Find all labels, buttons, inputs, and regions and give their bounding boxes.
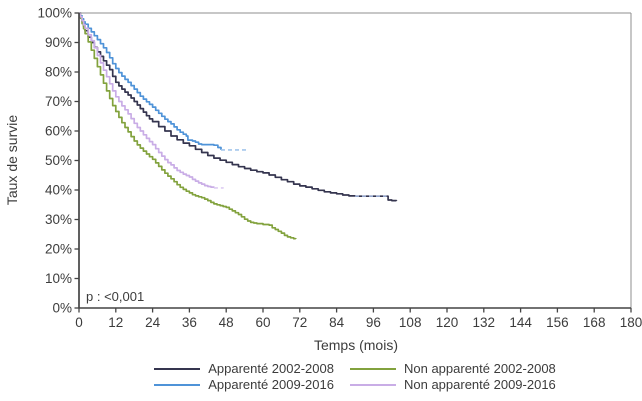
y-tick-label: 40% <box>45 183 72 198</box>
y-tick-label: 80% <box>45 65 72 80</box>
y-tick-label: 90% <box>45 35 72 50</box>
y-tick-label: 20% <box>45 242 72 257</box>
x-tick-label: 12 <box>108 315 123 330</box>
x-tick-label: 144 <box>509 315 532 330</box>
x-tick-label: 36 <box>182 315 197 330</box>
survival-curves <box>79 12 398 240</box>
legend-item: Non apparenté 2002-2008 <box>349 361 556 376</box>
x-tick-label: 180 <box>620 315 642 330</box>
x-tick-label: 96 <box>366 315 381 330</box>
survival-curve-non-apparent-2009-2016 <box>79 12 215 188</box>
y-axis-title: Taux de survie <box>4 115 20 205</box>
p-value-annotation: p : <0,001 <box>86 289 144 304</box>
legend-item: Apparenté 2002-2008 <box>154 361 334 376</box>
y-tick-label: 30% <box>45 212 72 227</box>
legend-label: Apparenté 2002-2008 <box>208 361 334 376</box>
y-tick-label: 0% <box>52 301 72 316</box>
y-tick-label: 70% <box>45 94 72 109</box>
y-tick-label: 100% <box>37 6 72 21</box>
x-tick-label: 48 <box>219 315 234 330</box>
y-tick-label: 50% <box>45 153 72 168</box>
legend-line-swatch <box>349 367 396 370</box>
axis-ticks: 0 12 24 36 48 60 72 84 96 108 120 132 144 156 168 180 0%… <box>37 6 642 331</box>
legend-item: Apparenté 2009-2016 <box>154 377 334 392</box>
x-tick-label: 168 <box>583 315 606 330</box>
legend-line-swatch <box>154 367 201 370</box>
x-tick-label: 0 <box>75 315 83 330</box>
legend-label: Non apparenté 2009-2016 <box>403 377 556 392</box>
survival-curve-non-apparent-2002-2008 <box>79 12 297 240</box>
y-tick-label: 60% <box>45 124 72 139</box>
legend-item: Non apparenté 2009-2016 <box>349 377 556 392</box>
x-tick-label: 120 <box>436 315 459 330</box>
survival-curve-apparent-2002-2008 <box>386 195 398 202</box>
legend: Apparenté 2002-2008 Non apparenté 2002-20… <box>79 361 631 392</box>
x-tick-label: 24 <box>145 315 161 330</box>
x-axis-title: Temps (mois) <box>314 337 398 353</box>
survival-curve-non-apparent-2009-2016 <box>213 187 224 189</box>
plot-frame <box>78 12 632 309</box>
legend-label: Apparenté 2009-2016 <box>208 377 334 392</box>
x-tick-label: 132 <box>473 315 496 330</box>
legend-line-swatch <box>154 383 201 386</box>
x-tick-label: 84 <box>329 315 345 330</box>
legend-label: Non apparenté 2002-2008 <box>403 361 556 376</box>
survival-curve-apparent-2002-2008 <box>79 12 356 197</box>
legend-line-swatch <box>349 383 396 386</box>
x-tick-label: 156 <box>546 315 569 330</box>
x-tick-label: 72 <box>292 315 307 330</box>
y-tick-label: 10% <box>45 271 72 286</box>
survival-curve-apparent-2009-2016 <box>79 12 222 150</box>
x-tick-label: 108 <box>399 315 422 330</box>
x-tick-label: 60 <box>255 315 270 330</box>
